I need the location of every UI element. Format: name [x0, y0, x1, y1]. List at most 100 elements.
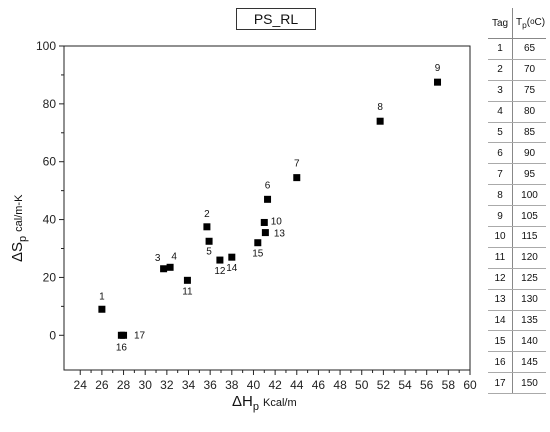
data-point	[264, 195, 272, 203]
table-row: 7 95	[488, 163, 546, 186]
x-tick-label: 54	[398, 378, 412, 392]
table-cell-tp: 65	[512, 38, 546, 60]
plot-frame	[63, 45, 471, 371]
table-cell-tag: 5	[488, 122, 513, 144]
table-cell-tag: 11	[488, 247, 513, 269]
table-cell-tag: 1	[488, 38, 513, 60]
table-cell-tag: 4	[488, 101, 513, 123]
table-cell-tp: 70	[512, 59, 546, 81]
data-point	[98, 305, 106, 313]
data-point-label: 14	[226, 263, 238, 274]
x-tick-label: 50	[355, 378, 369, 392]
table-cell-tp: 85	[512, 122, 546, 144]
chart-title: PS_RL	[236, 8, 316, 30]
data-point	[434, 78, 442, 86]
table-cell-tp: 150	[512, 372, 546, 395]
data-point	[254, 239, 262, 247]
data-point-label: 4	[171, 251, 177, 262]
x-tick-label: 24	[74, 378, 88, 392]
table-cell-tp: 90	[512, 142, 546, 165]
y-tick-label: 60	[43, 155, 57, 169]
x-tick-label: 32	[160, 378, 174, 392]
y-tick-label: 40	[43, 213, 57, 227]
data-point-label: 11	[182, 286, 193, 297]
data-point	[166, 263, 174, 271]
data-point	[205, 237, 213, 245]
y-axis-symbol: ΔS	[9, 242, 26, 262]
table-cell-tp: 100	[512, 184, 546, 207]
data-point-label: 3	[155, 253, 161, 264]
table-row: 1 65	[488, 38, 546, 60]
data-point	[260, 218, 268, 226]
table-header-tp: Tp(oC)	[512, 8, 546, 39]
x-axis-subscript: p	[253, 401, 259, 413]
data-point	[216, 256, 224, 264]
table-row: 13 130	[488, 289, 546, 311]
table-row: 17 150	[488, 372, 546, 395]
data-point-label: 8	[377, 102, 383, 113]
scatter-chart: 24 26 28 30 32 34 36 38 40 42 44 46 48 50 52 54 56 58 6002…	[9, 39, 477, 413]
table-row: 8 100	[488, 184, 546, 207]
table-cell-tp: 95	[512, 163, 546, 186]
data-point-label: 13	[274, 229, 286, 240]
table-cell-tp: 125	[512, 268, 546, 290]
y-tick-label: 0	[49, 328, 56, 342]
table-cell-tp: 75	[512, 80, 546, 102]
table-row: 16 145	[488, 351, 546, 374]
table-row: 14 135	[488, 310, 546, 332]
data-point-label: 5	[206, 246, 212, 257]
x-tick-label: 26	[95, 378, 109, 392]
data-point	[376, 117, 384, 125]
data-point-label: 6	[265, 180, 271, 191]
table-cell-tp: 105	[512, 205, 546, 228]
table-row: 2 70	[488, 59, 546, 81]
x-tick-label: 60	[463, 378, 477, 392]
table-cell-tp: 140	[512, 330, 546, 353]
table-cell-tag: 8	[488, 184, 513, 207]
table-row: 15 140	[488, 330, 546, 353]
table-cell-tp: 135	[512, 310, 546, 332]
table-row: 3 75	[488, 80, 546, 102]
tag-temperature-table: Tag Tp(oC) 1 65 2 70 3 75 4 80 5 85 6 90 7 95 8 100 9 105…	[488, 8, 546, 395]
data-point-label: 12	[214, 266, 226, 277]
data-point-label: 17	[134, 330, 146, 341]
table-row: 9 105	[488, 205, 546, 228]
table-cell-tag: 9	[488, 205, 513, 228]
data-point	[293, 174, 301, 182]
table-cell-tag: 16	[488, 351, 513, 374]
table-cell-tag: 15	[488, 330, 513, 353]
x-tick-label: 48	[333, 378, 347, 392]
data-point	[261, 229, 269, 237]
x-axis-unit: Kcal/m	[263, 397, 297, 409]
y-axis-subscript: p	[17, 236, 29, 242]
table-cell-tag: 6	[488, 142, 513, 165]
data-point-label: 10	[271, 216, 283, 227]
degree-sign: o	[530, 16, 535, 26]
table-row: 10 115	[488, 226, 546, 248]
x-tick-label: 42	[268, 378, 282, 392]
x-tick-label: 30	[139, 378, 153, 392]
x-tick-label: 38	[225, 378, 239, 392]
data-point	[228, 253, 236, 261]
table-row: 11 120	[488, 247, 546, 269]
data-point-label: 9	[435, 63, 441, 74]
x-tick-label: 36	[203, 378, 217, 392]
table-row: 5 85	[488, 122, 546, 144]
data-point-label: 16	[116, 342, 128, 353]
x-tick-label: 56	[420, 378, 434, 392]
tp-unit-open: (	[526, 16, 531, 28]
x-tick-label: 46	[312, 378, 326, 392]
table-cell-tag: 2	[488, 59, 513, 81]
y-axis-label: ΔSp cal/m-K	[9, 194, 29, 262]
table-cell-tag: 7	[488, 163, 513, 186]
x-tick-label: 52	[377, 378, 391, 392]
table-row: 4 80	[488, 101, 546, 123]
table-cell-tag: 13	[488, 289, 513, 311]
tp-unit-close: C)	[534, 16, 546, 28]
table-cell-tag: 10	[488, 226, 513, 248]
table-row: 6 90	[488, 142, 546, 165]
table-cell-tp: 80	[512, 101, 546, 123]
data-points	[98, 78, 442, 339]
x-axis-symbol: ΔH	[232, 393, 253, 410]
